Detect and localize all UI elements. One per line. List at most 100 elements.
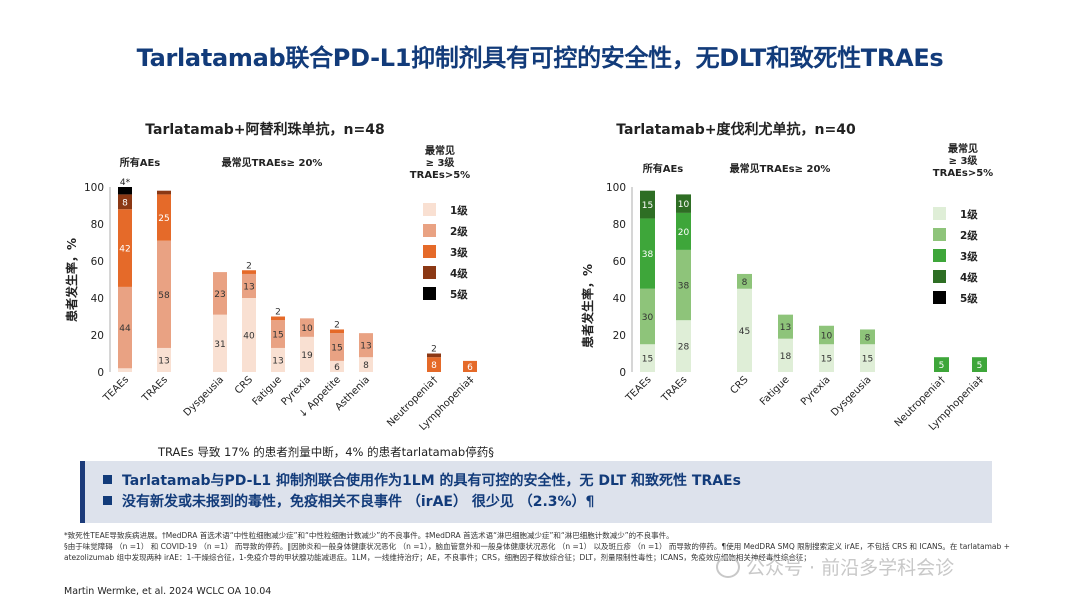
- left-bar-0-grade-1: [118, 368, 132, 372]
- left-bar-label-6-grade-2: 15: [331, 344, 342, 354]
- left-ylabel: 患者发生率，%: [64, 238, 79, 322]
- bullet-square-icon: [103, 496, 112, 505]
- key-point-1: Tarlatamab与PD-L1 抑制剂联合使用作为1LM 的具有可控的安全性，…: [103, 471, 992, 492]
- left-chart-title: Tarlatamab+阿替利珠单抗，n=48: [145, 121, 384, 138]
- left-bar-1-grade-3: [157, 194, 171, 241]
- left-bar-1-grade-4: [157, 190, 171, 195]
- right-legend-swatch-1: [933, 207, 946, 220]
- left-bars: 2 44 42 8 4* TEAEs 13 58 25 TRAEs 31 23 Dysgeusia 40 1…: [101, 178, 477, 433]
- right-legend-swatch-2: [933, 228, 946, 241]
- right-legend-label-3: 3级: [960, 250, 978, 263]
- left-bar-3-grade-2: [242, 273, 256, 298]
- left-bar-label-3-grade-1: 40: [243, 332, 255, 342]
- left-legend-label-5: 5级: [450, 288, 468, 301]
- left-group-all-label: 所有AEs: [120, 156, 161, 169]
- left-bar-label-7-grade-1: 8: [363, 361, 369, 371]
- left-legend-swatch-3: [423, 245, 436, 258]
- left-bar-label-7-grade-2: 13: [360, 342, 371, 352]
- right-bar-label-1-grade-1: 28: [678, 343, 690, 353]
- right-group-common-label: 最常见TRAEs≥ 20%: [730, 162, 831, 175]
- left-bar-label-1-grade-1: 13: [158, 356, 169, 366]
- footnote-2: §由于味觉障碍 （n =1） 和 COVID-19 （n =1） 而导致的停药。…: [64, 542, 1010, 562]
- right-bar-1-grade-2: [676, 249, 691, 321]
- left-bar-label-6-grade-1: 6: [334, 363, 340, 373]
- right-legend-label-2: 2级: [960, 229, 978, 242]
- right-category-label-2: CRS: [729, 374, 751, 396]
- right-bar-label-5-grade-2: 8: [865, 333, 871, 343]
- right-legend-label-1: 1级: [960, 208, 978, 221]
- right-category-label-0: TEAEs: [623, 374, 653, 404]
- left-legend-swatch-2: [423, 224, 436, 237]
- right-group-grade3-label-1: 最常见: [948, 142, 978, 155]
- right-ytick-40: 40: [613, 293, 626, 305]
- right-category-label-5: Dysgeusia: [829, 374, 873, 418]
- right-legend-swatch-4: [933, 270, 946, 283]
- left-bar-0-grade-2: [118, 286, 132, 369]
- left-bar-5-grade-1: [300, 336, 314, 372]
- right-bar-label-1-grade-2: 38: [678, 282, 690, 292]
- left-bar-8-grade-4: [427, 353, 441, 358]
- left-legend-swatch-5: [423, 287, 436, 300]
- left-legend-label-2: 2级: [450, 225, 468, 238]
- left-bar-2-grade-1: [213, 314, 227, 372]
- right-bar-3-grade-1: [778, 338, 793, 372]
- left-ytick-100: 100: [84, 182, 104, 194]
- left-bar-label-0-grade-5: 4*: [120, 178, 131, 188]
- right-ytick-100: 100: [606, 182, 626, 194]
- left-category-label-2: Dysgeusia: [182, 374, 226, 418]
- left-bar-6-grade-1: [330, 360, 344, 372]
- left-bar-label-3-grade-3: 2: [246, 261, 252, 271]
- right-bar-label-1-grade-4: 10: [678, 200, 690, 210]
- left-legend-label-4: 4级: [450, 267, 468, 280]
- left-bar-4-grade-1: [271, 347, 285, 372]
- right-bar-2-grade-1: [737, 288, 752, 372]
- source-citation: Martin Wermke, et al. 2024 WCLC OA 10.04: [64, 586, 272, 597]
- left-bar-label-1-grade-2: 58: [158, 291, 170, 301]
- left-ytick-60: 60: [91, 256, 104, 268]
- right-bar-1-grade-1: [676, 320, 691, 372]
- left-group-common-label: 最常见TRAEs≥ 20%: [222, 156, 323, 169]
- left-bar-label-4-grade-2: 15: [272, 331, 283, 341]
- left-bar-label-3-grade-2: 13: [243, 282, 254, 292]
- right-bar-5-grade-2: [860, 329, 875, 345]
- bullet-square-icon: [103, 475, 112, 484]
- right-bar-1-grade-4: [676, 194, 691, 213]
- right-bar-label-0-grade-3: 38: [642, 250, 654, 260]
- right-bar-label-1-grade-3: 20: [678, 228, 690, 238]
- left-bar-9-grade-3: [463, 360, 477, 372]
- right-bar-4-grade-2: [819, 325, 834, 345]
- right-bar-1-grade-3: [676, 212, 691, 250]
- left-bar-1-grade-2: [157, 240, 171, 348]
- left-bar-2-grade-2: [213, 272, 227, 315]
- left-ytick-0: 0: [97, 367, 104, 379]
- right-y-axis: 0 20 40 60 80 100: [606, 182, 633, 379]
- right-bar-label-2-grade-1: 45: [739, 327, 750, 337]
- right-bar-0-grade-4: [640, 190, 655, 219]
- right-chart: Tarlatamab+度伐利尤单抗，n=40 所有AEs 最常见TRAEs≥ 2…: [580, 121, 993, 433]
- left-bar-3-grade-3: [242, 270, 256, 274]
- right-bar-label-4-grade-1: 15: [821, 355, 832, 365]
- left-category-label-0: TEAEs: [101, 374, 131, 404]
- right-bar-label-5-grade-1: 15: [862, 355, 873, 365]
- left-bar-label-6-grade-3: 2: [334, 320, 340, 330]
- left-bar-8-grade-3: [427, 357, 441, 372]
- left-bar-3-grade-1: [242, 298, 256, 372]
- footnote-1: *致死性TEAE导致疾病进展。†MedDRA 首选术语“中性粒细胞减少症”和“中…: [64, 531, 674, 540]
- left-category-label-1: TRAEs: [140, 374, 170, 404]
- left-bar-0-grade-3: [118, 209, 132, 287]
- left-legend-swatch-1: [423, 203, 436, 216]
- right-ylabel: 患者发生率，%: [580, 264, 595, 348]
- left-bar-4-grade-2: [271, 320, 285, 348]
- left-group-grade3-label-3: TRAEs>5%: [410, 170, 470, 181]
- right-bar-label-0-grade-4: 15: [642, 201, 653, 211]
- left-bar-7-grade-1: [359, 357, 373, 372]
- right-bar-label-4-grade-2: 10: [821, 332, 833, 342]
- left-bar-label-8-grade-3: 8: [431, 361, 437, 371]
- left-bar-6-grade-3: [330, 329, 344, 334]
- left-bar-label-5-grade-1: 19: [301, 351, 313, 361]
- right-bars: 15 30 38 15 TEAEs 28 38 20 10 TRAEs 45 8 CRS 18 13 Fati…: [623, 190, 987, 433]
- left-ytick-20: 20: [91, 330, 104, 342]
- left-bar-label-0-grade-3: 42: [119, 245, 130, 255]
- left-bar-label-4-grade-3: 2: [275, 308, 281, 318]
- left-bar-0-grade-4: [118, 194, 132, 210]
